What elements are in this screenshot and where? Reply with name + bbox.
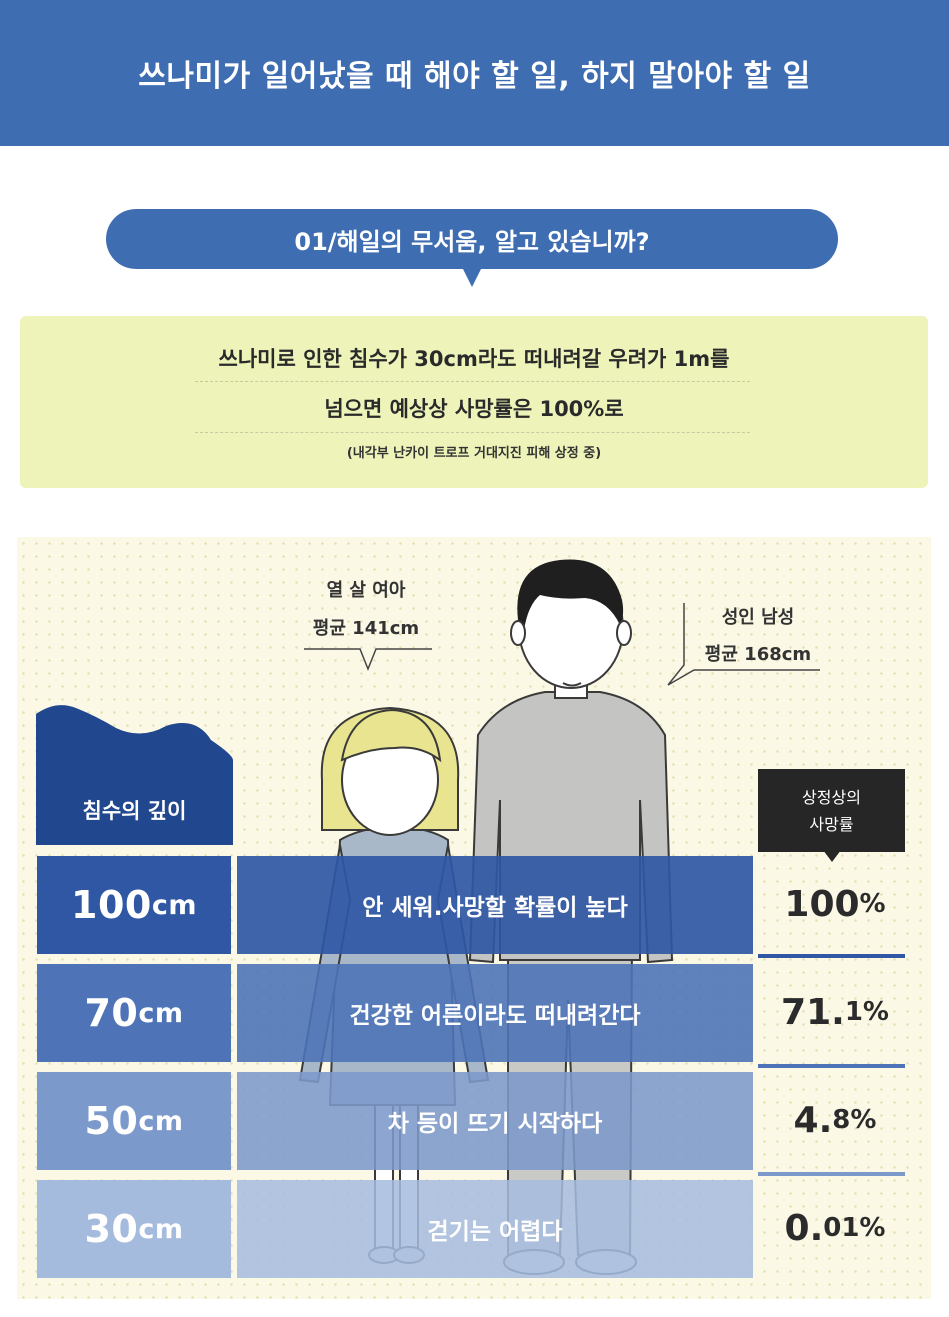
section-bubble [106, 209, 838, 269]
depth-header-title: 침수의 깊이 [82, 799, 187, 823]
depth-value: 30 [84, 1207, 139, 1251]
rate-header-box [758, 769, 905, 852]
info-source-note: (내각부 난카이 트로프 거대지진 피해 상정 중) [346, 446, 602, 461]
rate-header-line-2: 사망률 [809, 814, 854, 834]
rate-divider-100 [758, 954, 905, 958]
desc-band-30 [237, 1180, 753, 1278]
depth-cell-70: 70 cm [37, 964, 231, 1062]
rate-cell-50: 4. 8% [765, 1076, 905, 1164]
man-label-pointer [667, 603, 820, 686]
rate-divider-70 [758, 1064, 905, 1068]
depth-value: 50 [84, 1099, 139, 1143]
desc-band-100 [237, 856, 753, 954]
depth-cell-50: 50 cm [37, 1072, 231, 1170]
rate-unit: 8% [832, 1105, 877, 1135]
page-title: 쓰나미가 일어났을 때 해야 할 일, 하지 말아야 할 일 [138, 59, 811, 94]
info-line-2: 넘으면 예상상 사망률은 100%로 [324, 397, 624, 421]
wave-shape [36, 705, 233, 845]
rate-unit: 1% [844, 997, 889, 1027]
child-label-line-2: 평균 141cm [312, 618, 420, 639]
rate-divider-50 [758, 1172, 905, 1176]
header-bar [0, 0, 949, 146]
depth-unit: cm [138, 1105, 184, 1137]
rate-cell-30: 0. 01% [765, 1184, 905, 1272]
section-title: 01/해일의 무서움, 알고 있습니까? [294, 227, 650, 256]
rate-unit: 01% [823, 1213, 886, 1243]
info-line-1: 쓰나미로 인한 침수가 30cm라도 떠내려갈 우려가 1m를 [218, 347, 730, 371]
section-bubble-tail [462, 267, 482, 287]
depth-unit: cm [138, 1213, 184, 1245]
desc-text-70: 건강한 어른이라도 떠내려간다 [349, 1003, 641, 1029]
info-divider-1 [195, 381, 750, 382]
child-label-pointer [304, 648, 432, 672]
rate-cell-70: 71. 1% [765, 968, 905, 1056]
desc-text-30: 걷기는 어렵다 [427, 1219, 563, 1245]
rate-cell-100: 100% [765, 860, 905, 948]
rate-unit: % [859, 889, 886, 919]
rate-value: 4. [793, 1099, 833, 1141]
depth-value: 100 [71, 883, 152, 927]
info-box [20, 316, 928, 488]
man-label-line-1: 성인 남성 [721, 607, 795, 628]
depth-cell-30: 30 cm [37, 1180, 231, 1278]
rate-value: 0. [784, 1207, 824, 1249]
depth-unit: cm [151, 889, 197, 921]
rate-value: 100 [784, 883, 860, 925]
man-label-line-2: 평균 168cm [704, 644, 812, 665]
depth-value: 70 [84, 991, 139, 1035]
desc-band-70 [237, 964, 753, 1062]
child-label-line-1: 열 살 여아 [326, 580, 406, 601]
depth-unit: cm [138, 997, 184, 1029]
desc-band-50 [237, 1072, 753, 1170]
depth-cell-100: 100 cm [37, 856, 231, 954]
rate-header-title: 상정상의 사망률 [758, 769, 905, 852]
rate-header-tail [823, 850, 841, 862]
desc-text-50: 차 등이 뜨기 시작하다 [387, 1111, 603, 1137]
info-divider-2 [195, 432, 750, 433]
desc-text-100: 안 세워.사망할 확률이 높다 [362, 895, 628, 921]
rate-header-line-1: 상정상의 [802, 787, 861, 807]
rate-value: 71. [781, 991, 845, 1033]
